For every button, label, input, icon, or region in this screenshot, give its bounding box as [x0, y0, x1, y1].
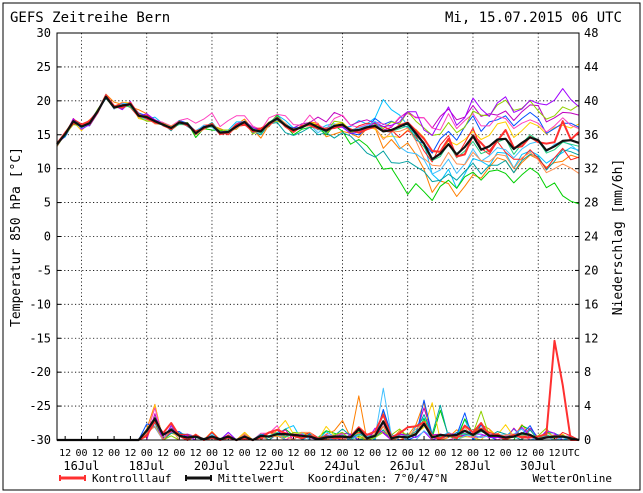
- hour-tick-label: 00: [239, 448, 251, 459]
- hour-tick-label: 12: [516, 448, 528, 459]
- right-tick-label: 36: [584, 128, 598, 142]
- hour-tick-label: 00: [141, 448, 153, 459]
- plot-border: [56, 32, 580, 441]
- hour-tick-label: 00: [304, 448, 316, 459]
- left-axis-ticks: 30 25 20 15 10 5 0 -5 -10 -15 -20 -25 -30: [29, 26, 61, 447]
- right-tick-label: 48: [584, 26, 598, 40]
- hour-tick-label: 00: [467, 448, 479, 459]
- hour-tick-label: 12: [157, 448, 169, 459]
- hour-tick-label: 12: [124, 448, 136, 459]
- right-tick-label: 8: [584, 365, 591, 379]
- hour-tick-label: 00: [206, 448, 218, 459]
- hour-tick-label: 00: [434, 448, 446, 459]
- hour-axis-ticks: 12 00 12 00 12 00 12 00 12 00 12 00 12 00 12 00 12 00 12 00…: [59, 436, 580, 459]
- hour-tick-label: 12: [385, 448, 397, 459]
- date-tick-label: 26Jul: [390, 459, 426, 473]
- hour-tick-label: 00: [336, 448, 348, 459]
- hour-tick-label: 12: [418, 448, 430, 459]
- date-label: Mi, 15.07.2015 06 UTC: [445, 10, 622, 26]
- left-tick-label: -15: [29, 331, 51, 345]
- left-tick-label: -30: [29, 433, 51, 447]
- left-tick-label: 0: [44, 230, 51, 244]
- left-tick-label: 20: [37, 94, 51, 108]
- right-tick-label: 20: [584, 263, 598, 277]
- right-tick-label: 28: [584, 196, 598, 210]
- right-tick-label: 16: [584, 297, 598, 311]
- date-tick-label: 30Jul: [520, 459, 556, 473]
- hour-tick-label: 00: [75, 448, 87, 459]
- legend-coordinates: Koordinaten: 7°0/47°N: [308, 472, 447, 485]
- left-tick-label: -5: [37, 263, 51, 277]
- date-tick-label: 20Jul: [194, 459, 230, 473]
- hour-tick-label: 12: [255, 448, 267, 459]
- grid-lines: [57, 33, 579, 440]
- left-tick-label: 25: [37, 60, 51, 74]
- date-tick-label: 16Jul: [63, 459, 99, 473]
- hour-tick-label: 12: [222, 448, 234, 459]
- hour-tick-label: 12: [92, 448, 104, 459]
- hour-tick-label: 00: [500, 448, 512, 459]
- left-tick-label: 15: [37, 128, 51, 142]
- left-tick-label: 10: [37, 162, 51, 176]
- right-tick-label: 44: [584, 60, 598, 74]
- hour-tick-label: 00: [402, 448, 414, 459]
- hour-tick-label: 12: [451, 448, 463, 459]
- hour-tick-label: UTC: [562, 448, 580, 459]
- date-tick-label: 18Jul: [129, 459, 165, 473]
- date-axis-ticks: 16Jul 18Jul 20Jul 22Jul 24Jul 26Jul 28Jul 30Jul: [63, 459, 556, 473]
- right-tick-label: 12: [584, 331, 598, 345]
- hour-tick-label: 12: [320, 448, 332, 459]
- left-tick-label: -10: [29, 297, 51, 311]
- mean-precip-line: [57, 417, 580, 442]
- hour-tick-label: 12: [483, 448, 495, 459]
- left-tick-label: 30: [37, 26, 51, 40]
- right-axis-label: Niederschlag [mm/6h]: [611, 159, 626, 316]
- left-tick-label: -25: [29, 399, 51, 413]
- date-tick-label: 28Jul: [455, 459, 491, 473]
- hour-tick-label: 12: [549, 448, 561, 459]
- mean-lines: [56, 95, 580, 442]
- mean-temperature-line: [56, 95, 580, 161]
- right-tick-label: 40: [584, 94, 598, 108]
- hour-tick-label: 00: [173, 448, 185, 459]
- chart-title: GEFS Zeitreihe Bern: [10, 10, 170, 26]
- left-tick-label: -20: [29, 365, 51, 379]
- legend-control-label: Kontrolllauf: [92, 472, 171, 485]
- hour-tick-label: 12: [353, 448, 365, 459]
- hour-tick-label: 00: [108, 448, 120, 459]
- hour-tick-label: 00: [532, 448, 544, 459]
- hour-tick-label: 00: [271, 448, 283, 459]
- legend-mean-label: Mittelwert: [218, 472, 284, 485]
- left-tick-label: 5: [44, 196, 51, 210]
- legend: Kontrolllauf Mittelwert Koordinaten: 7°0…: [59, 472, 612, 485]
- right-tick-label: 32: [584, 162, 598, 176]
- right-tick-label: 24: [584, 230, 598, 244]
- date-tick-label: 24Jul: [324, 459, 360, 473]
- hour-tick-label: 12: [288, 448, 300, 459]
- legend-source: WetterOnline: [533, 472, 612, 485]
- left-axis-label: Temperatur 850 hPa [°C]: [9, 147, 24, 327]
- hour-tick-label: 12: [59, 448, 71, 459]
- member-temperature-line: [56, 93, 580, 197]
- hour-tick-label: 12: [190, 448, 202, 459]
- right-tick-label: 0: [584, 433, 591, 447]
- right-tick-label: 4: [584, 399, 591, 413]
- hour-tick-label: 00: [369, 448, 381, 459]
- member-temperature-line: [56, 95, 580, 175]
- date-tick-label: 22Jul: [259, 459, 295, 473]
